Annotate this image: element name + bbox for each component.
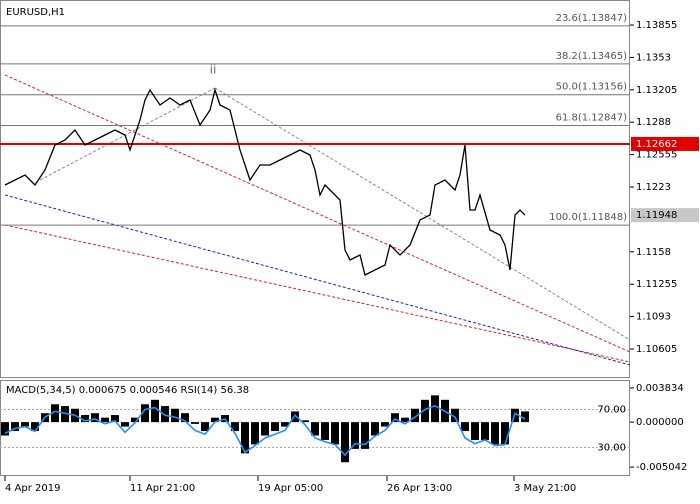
macd-bar bbox=[281, 422, 289, 427]
price-tag bbox=[631, 208, 699, 223]
macd-bar bbox=[101, 417, 109, 423]
macd-bar bbox=[241, 422, 249, 454]
macd-bar bbox=[181, 413, 189, 423]
y-tick-label: 1.1093 bbox=[636, 312, 671, 323]
macd-bar bbox=[331, 422, 339, 445]
y-tick-label: 1.1158 bbox=[636, 247, 671, 258]
y2-tick-label: 70.00 bbox=[597, 405, 626, 416]
macd-bar bbox=[271, 422, 279, 432]
y-tick-label: -0.005042 bbox=[636, 462, 687, 473]
macd-bar bbox=[251, 422, 259, 445]
macd-bar bbox=[521, 411, 529, 423]
macd-bar bbox=[111, 414, 119, 423]
rsi-line bbox=[4, 404, 526, 457]
macd-bar bbox=[1, 422, 9, 436]
macd-bar bbox=[421, 399, 429, 423]
macd-bar bbox=[321, 422, 329, 440]
macd-bar bbox=[491, 422, 499, 445]
y-tick-label: 1.11255 bbox=[636, 279, 677, 290]
macd-bar bbox=[351, 422, 359, 449]
trend-line bbox=[4, 224, 631, 363]
fib-label: 38.2(1.13465) bbox=[556, 51, 628, 62]
macd-bar bbox=[131, 417, 139, 423]
macd-bar bbox=[401, 417, 409, 423]
x-tick-label: 4 Apr 2019 bbox=[5, 483, 60, 494]
wave-label: ii bbox=[210, 63, 217, 77]
current-price-label: 1.11948 bbox=[636, 210, 677, 221]
macd-bar bbox=[141, 404, 149, 423]
macd-bar bbox=[91, 413, 99, 423]
macd-bar bbox=[291, 411, 299, 423]
macd-bar bbox=[121, 422, 129, 427]
trend-line bbox=[39, 87, 216, 181]
y-tick-label: 1.12555 bbox=[636, 150, 677, 161]
macd-bar bbox=[451, 408, 459, 423]
fib-label: 100.0(1.11848) bbox=[549, 212, 627, 223]
macd-bar bbox=[381, 422, 389, 427]
trend-line bbox=[4, 74, 631, 353]
y-tick-label: 1.10605 bbox=[636, 344, 677, 355]
x-tick-label: 11 Apr 21:00 bbox=[130, 483, 195, 494]
macd-bar bbox=[301, 420, 309, 423]
fib-label: 61.8(1.12847) bbox=[556, 113, 628, 124]
y2-tick-label: 30.00 bbox=[597, 443, 626, 454]
y-tick-label: 0.000000 bbox=[636, 417, 684, 428]
price-line bbox=[4, 87, 526, 276]
x-tick-label: 3 May 21:00 bbox=[514, 483, 576, 494]
macd-bar bbox=[391, 413, 399, 423]
x-tick-label: 19 Apr 05:00 bbox=[258, 483, 323, 494]
macd-bar bbox=[201, 422, 209, 432]
indicator-title: MACD(5,34,5) 0.000675 0.000546 RSI(14) 5… bbox=[6, 385, 249, 396]
y-tick-label: 0.003834 bbox=[636, 383, 684, 394]
chart-title: EURUSD,H1 bbox=[6, 7, 65, 18]
macd-bar bbox=[371, 422, 379, 436]
macd-bar bbox=[471, 422, 479, 440]
resistance-label: 1.12662 bbox=[636, 139, 677, 150]
y-tick-label: 1.1223 bbox=[636, 182, 671, 193]
macd-bar bbox=[311, 422, 319, 436]
macd-bar bbox=[211, 417, 219, 423]
macd-bar bbox=[501, 422, 509, 445]
macd-bar bbox=[481, 422, 489, 440]
macd-bar bbox=[11, 422, 19, 432]
macd-bar bbox=[151, 399, 159, 423]
y-tick-label: 1.13205 bbox=[636, 85, 677, 96]
macd-bar bbox=[341, 422, 349, 463]
fib-label: 23.6(1.13847) bbox=[556, 13, 628, 24]
y-tick-label: 1.1288 bbox=[636, 117, 671, 128]
macd-bar bbox=[361, 422, 369, 449]
price-panel bbox=[0, 0, 630, 378]
y-tick-label: 1.1353 bbox=[636, 52, 671, 63]
trend-line bbox=[4, 194, 631, 366]
macd-bar bbox=[261, 422, 269, 436]
macd-bar bbox=[191, 422, 199, 424]
macd-bar bbox=[431, 395, 439, 423]
fib-label: 50.0(1.13156) bbox=[556, 82, 628, 93]
macd-bar bbox=[31, 422, 39, 432]
macd-bar bbox=[81, 414, 89, 423]
trend-line bbox=[214, 87, 631, 341]
x-tick-label: 26 Apr 13:00 bbox=[387, 483, 452, 494]
price-tag bbox=[631, 136, 699, 151]
y-tick-label: 1.13855 bbox=[636, 20, 677, 31]
macd-bar bbox=[171, 408, 179, 423]
macd-bar bbox=[461, 422, 469, 432]
macd-bar bbox=[21, 422, 29, 427]
macd-bar bbox=[51, 404, 59, 423]
macd-bar bbox=[161, 406, 169, 423]
macd-bar bbox=[411, 408, 419, 423]
trend-lines bbox=[4, 74, 631, 366]
macd-bar bbox=[231, 422, 239, 432]
